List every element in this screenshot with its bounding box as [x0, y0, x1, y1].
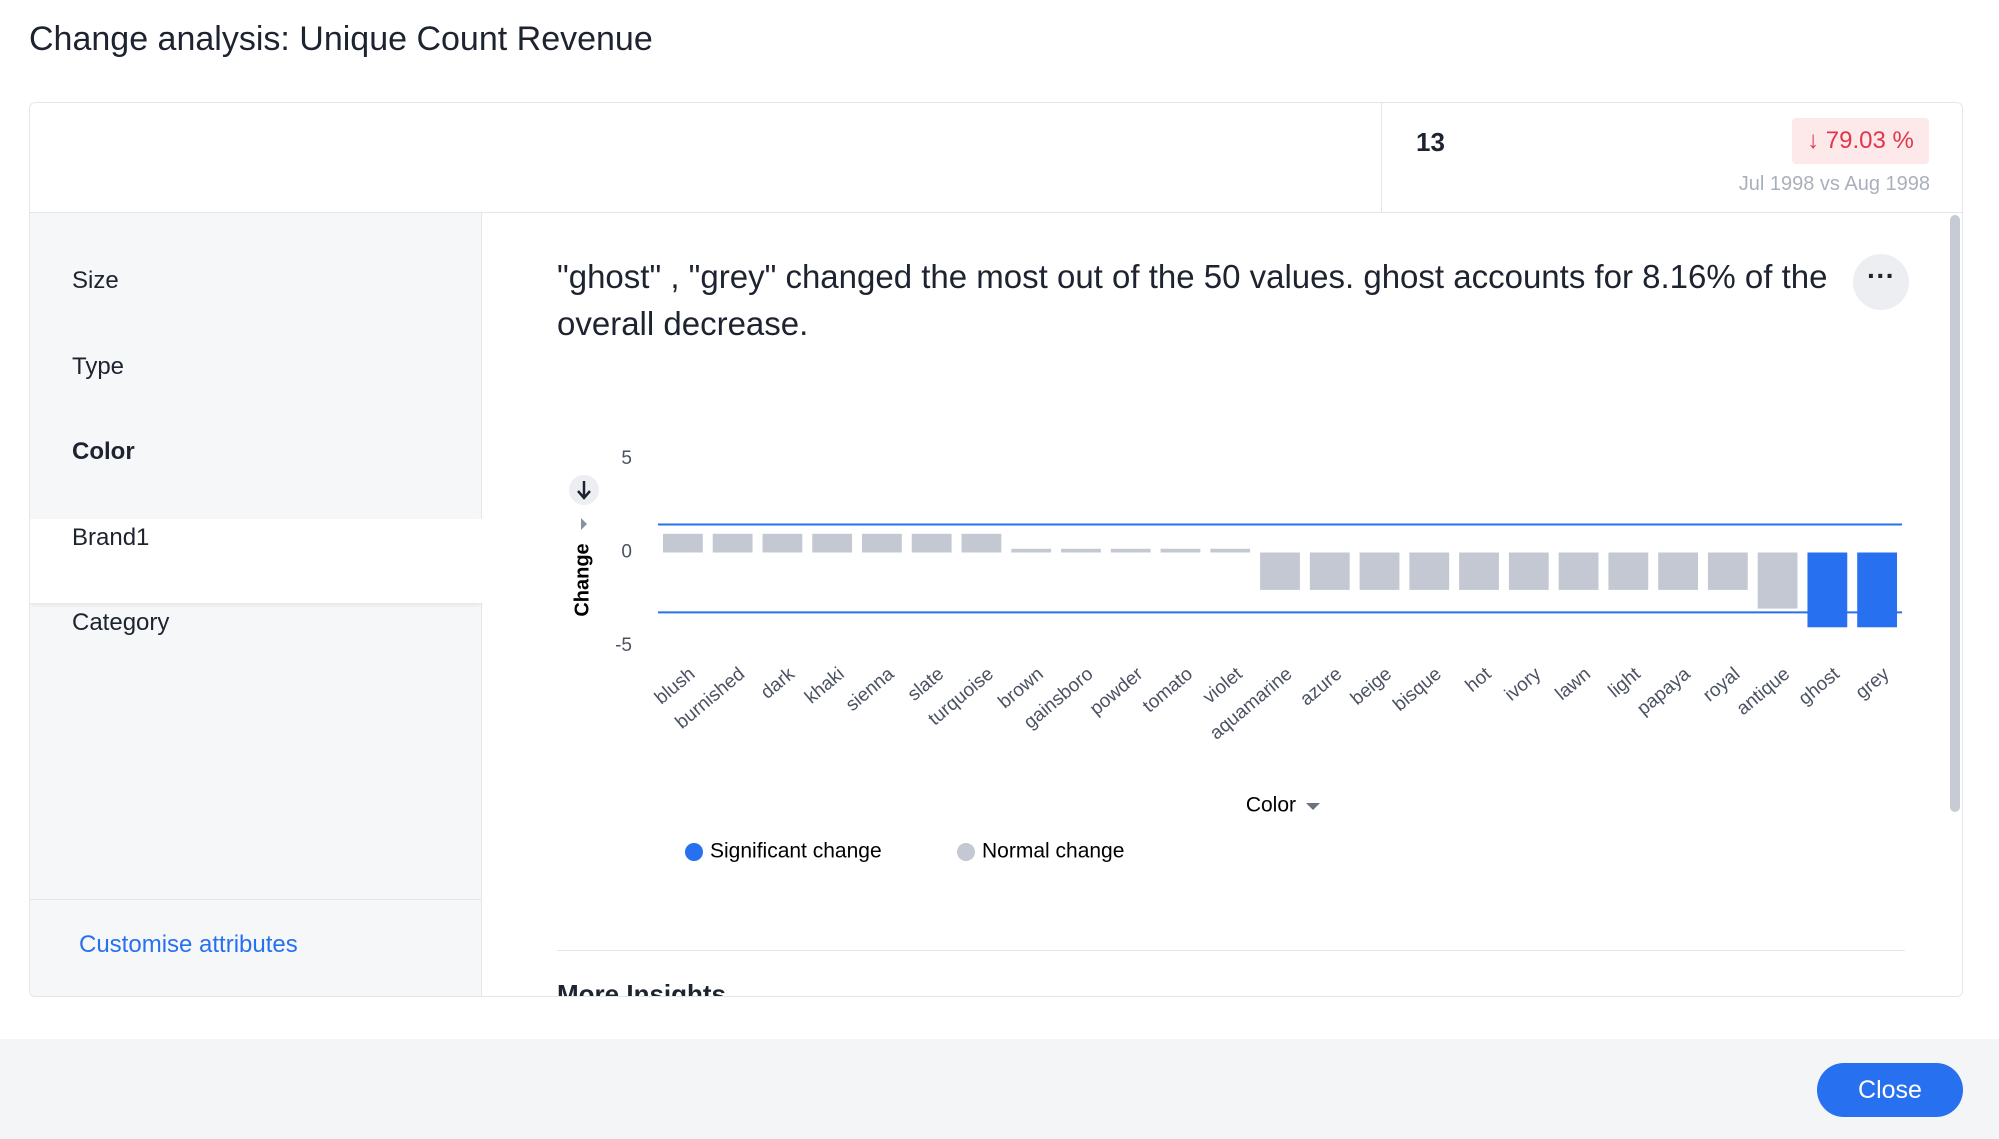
y-tick-label: 5: [621, 448, 632, 469]
x-tick-label: dark: [757, 663, 799, 703]
axis-toggle[interactable]: [581, 518, 587, 530]
scrollbar[interactable]: [1950, 215, 1960, 812]
bar: [1757, 552, 1798, 609]
selected-pointer: [479, 519, 501, 603]
dialog-title: Change analysis: Unique Count Revenue: [29, 20, 653, 58]
metric-value: 13: [1416, 127, 1445, 157]
divider: [1381, 103, 1382, 212]
attribute-item[interactable]: Brand1: [72, 523, 150, 551]
attribute-list: Size Type Color Brand1 Category: [30, 213, 501, 996]
bar: [1309, 552, 1350, 590]
y-tick-label: -5: [615, 635, 632, 656]
analysis-card: 13 ↓ 79.03 % Jul 1998 vs Aug 1998 Size Ty…: [29, 102, 1963, 997]
customise-link[interactable]: Customise attributes: [79, 931, 298, 958]
bar: [961, 533, 1002, 553]
insight-text: "ghost" , "grey" changed the most out of…: [557, 258, 1828, 342]
bar: [1558, 552, 1599, 590]
legend-label: Normal change: [982, 840, 1124, 863]
x-tick-label: powder: [1086, 663, 1148, 720]
bar: [662, 533, 703, 553]
attribute-item[interactable]: Category: [72, 609, 170, 636]
footer: [0, 1039, 1999, 1139]
x-tick-label: ivory: [1501, 663, 1546, 705]
y-axis-label: Change: [571, 543, 593, 616]
bar: [1807, 552, 1848, 628]
bar: [812, 533, 853, 553]
bar: [1359, 552, 1400, 590]
summary-bar: [30, 103, 1962, 213]
bar: [1061, 548, 1101, 553]
x-tick-label: beige: [1347, 664, 1396, 710]
more-insights: More Insights: [557, 979, 727, 997]
bar: [712, 533, 753, 553]
sort-icon: [577, 481, 591, 500]
bar: [1658, 552, 1698, 590]
bar: [1110, 548, 1151, 553]
attribute-item[interactable]: Color: [72, 438, 135, 465]
bar: [1409, 552, 1450, 590]
x-tick-label: antique: [1733, 664, 1794, 720]
x-tick-label: ghost: [1795, 663, 1845, 709]
x-tick-label: bisque: [1389, 664, 1445, 716]
x-tick-label: hot: [1462, 663, 1496, 697]
x-axis-label: Color: [1246, 794, 1296, 817]
bar: [1160, 548, 1201, 553]
legend-label: Significant change: [710, 840, 882, 863]
bar: [1707, 552, 1748, 590]
bar: [1260, 552, 1300, 590]
more-menu[interactable]: ···: [1853, 254, 1909, 310]
legend-marker: [685, 843, 703, 861]
legend-marker: [957, 843, 975, 861]
attribute-item[interactable]: Type: [72, 352, 125, 380]
bar: [762, 533, 803, 553]
selected-highlight: [30, 519, 481, 603]
bar: [911, 533, 952, 553]
divider: [30, 899, 481, 900]
x-tick-label: light: [1605, 663, 1646, 702]
bar: [1857, 552, 1898, 628]
y-tick-label: 0: [621, 542, 632, 563]
x-axis-dropdown[interactable]: [1306, 803, 1320, 810]
divider: [557, 950, 1905, 951]
bar: [1210, 548, 1251, 553]
close-button[interactable]: Close: [1817, 1063, 1963, 1117]
x-tick-label: grey: [1852, 663, 1894, 703]
x-tick-label: azure: [1296, 664, 1346, 711]
x-tick-label: sienna: [842, 663, 899, 715]
bar: [1508, 552, 1549, 590]
x-tick-label: lawn: [1552, 664, 1595, 705]
bar: [1459, 552, 1499, 590]
change-badge: ↓ 79.03 %: [1792, 118, 1929, 164]
bar: [1011, 548, 1052, 553]
period: Jul 1998 vs Aug 1998: [1738, 173, 1930, 195]
bar: [1608, 552, 1649, 590]
x-tick-label: khaki: [801, 664, 848, 709]
x-tick-label: papaya: [1633, 663, 1695, 719]
change-text: 79.03 %: [1825, 127, 1914, 154]
attribute-item[interactable]: Size: [72, 267, 119, 294]
x-tick-label: tomato: [1139, 664, 1197, 717]
bar: [862, 533, 902, 553]
